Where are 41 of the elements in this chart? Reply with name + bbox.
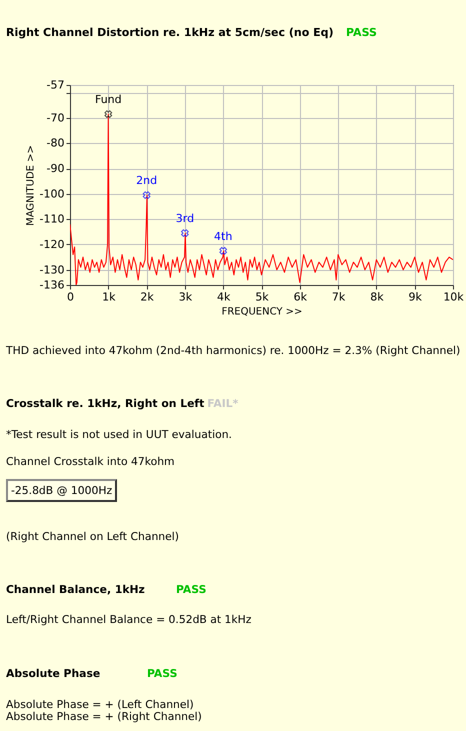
text: (Right Channel on Left Channel) [6,530,179,543]
text: Crosstalk re. 1kHz, Right on Left [6,397,204,410]
x-tick-label: 8k [370,290,384,304]
text: PASS [147,667,178,680]
text: -25.8dB @ 1000Hz [6,479,118,502]
y-tick-label: -110 [40,212,64,226]
text: Channel Balance, 1kHz [6,583,145,596]
annotation: 3rd [176,212,194,226]
x-tick-label: 1k [102,290,116,304]
x-tick-label: 4k [217,290,232,304]
text: Absolute Phase = + (Left Channel) [6,698,194,711]
y-tick-label: -90 [46,162,64,176]
x-tick-label: 2k [140,290,154,304]
text: Absolute Phase [6,667,100,680]
text: *Test result is not used in UUT evaluation. [6,428,232,441]
y-tick-label: -120 [40,238,64,251]
y-tick-label: -100 [40,187,64,200]
x-tick-label: 0 [67,290,74,304]
x-tick-label: 3k [178,290,193,304]
y-tick-label: -80 [46,136,64,150]
text: Left/Right Channel Balance = 0.52dB at 1kHz [6,613,252,626]
chart-title: Right Channel Distortion re. 1kHz at 5cm/sec (no Eq) [6,26,334,39]
annotation: Fund [94,93,122,106]
annotation: 2nd [136,174,158,188]
y-axis-title: MAGNITUDE >> [26,145,37,226]
text: Absolute Phase = + (Right Channel) [6,710,202,723]
y-tick-label: -70 [46,111,64,124]
x-tick-label: 10k [443,290,464,304]
x-axis-title: FREQUENCY >> [222,306,302,318]
y-tick-label: -57 [46,78,64,92]
x-tick-label: 9k [408,290,423,304]
chart-subtitle: PASS [346,26,377,39]
x-tick-label: 5k [255,290,270,304]
text: Channel Crosstalk into 47kohm [6,455,175,468]
text: PASS [176,583,206,596]
y-tick-label: -130 [40,263,64,276]
x-tick-label: 6k [294,290,308,304]
y-tick-label: -136 [40,278,64,292]
x-tick-label: 7k [332,290,346,304]
annotation: 4th [214,230,232,243]
text: THD achieved into 47kohm (2nd-4th harmonics) re. 1000Hz = 2.3% (Right Channel) [6,344,460,357]
